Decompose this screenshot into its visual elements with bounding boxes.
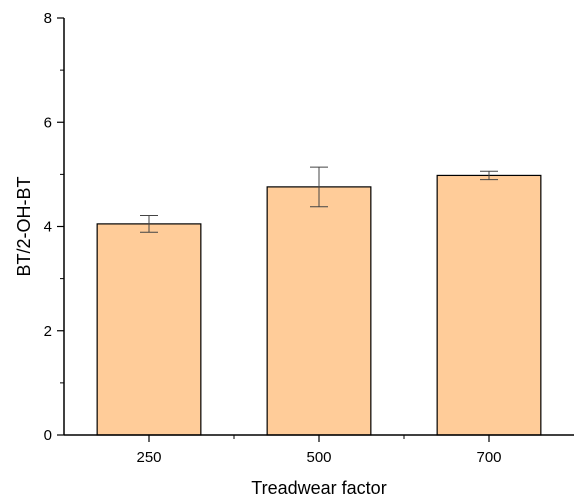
x-tick-label: 500 (306, 449, 331, 466)
error-bar-500 (310, 166, 328, 208)
x-axis-title: Treadwear factor (251, 478, 386, 497)
x-tick-label: 700 (476, 449, 501, 466)
ticks-group: 0 2 4 6 8 250 500 700 (44, 10, 502, 466)
error-bars-group (140, 166, 498, 233)
y-tick-label: 0 (44, 427, 52, 444)
y-axis-title: BT/2-OH-BT (14, 176, 34, 276)
bars-group (96, 174, 542, 436)
y-tick-label: 8 (44, 10, 52, 27)
bar-500 (266, 186, 372, 436)
x-tick-label: 250 (136, 449, 161, 466)
y-tick-label: 2 (44, 323, 52, 340)
bar-250 (96, 223, 202, 436)
y-tick-label: 4 (44, 219, 52, 236)
error-bar-700 (480, 170, 498, 181)
bar-700 (436, 174, 542, 436)
error-bar-250 (140, 215, 158, 233)
y-tick-label: 6 (44, 114, 52, 131)
